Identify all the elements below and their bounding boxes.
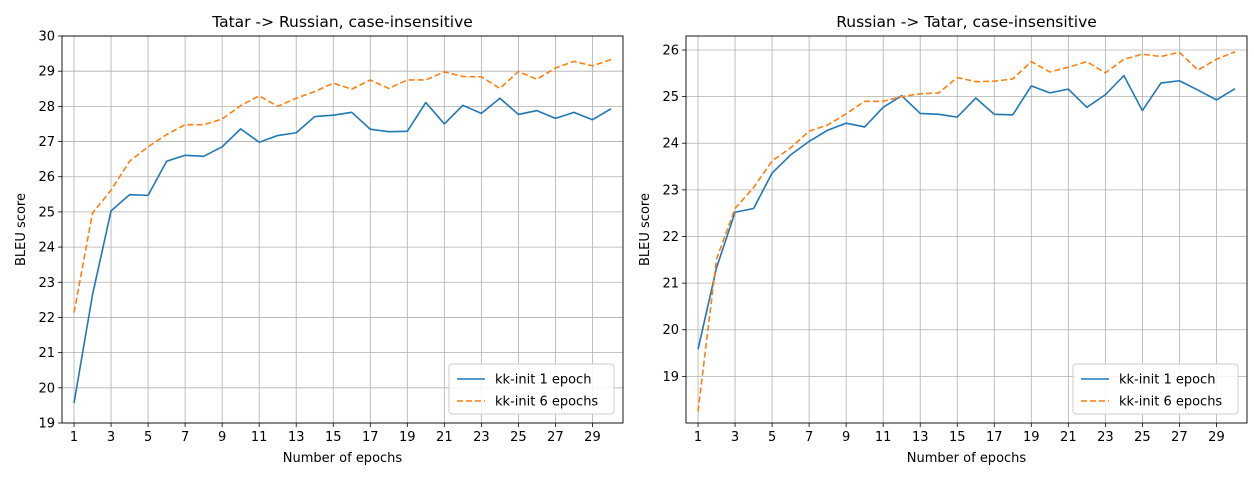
series-line-1 [73, 97, 612, 404]
plot-frame [61, 35, 624, 424]
x-tick-label: 21 [1060, 430, 1077, 445]
chart-panel: 1 3 5 7 9 11 13 15 17 19 21 23 25 27 29192021222324252… [638, 13, 1248, 466]
chart-title: Russian -> Tatar, case-insensitive [836, 13, 1097, 31]
series-line-2 [697, 51, 1236, 412]
x-tick-label: 7 [181, 430, 189, 445]
x-tick-label: 9 [218, 430, 226, 445]
y-axis-label: BLEU score [638, 193, 653, 266]
legend-box [448, 363, 615, 415]
legend-label-1: kk-init 1 epoch [1119, 373, 1215, 388]
x-tick-label: 9 [842, 430, 850, 445]
y-tick-label: 21 [662, 277, 679, 292]
x-axis-label: Number of epochs [283, 451, 403, 466]
y-tick-label: 19 [662, 370, 679, 385]
y-tick-label: 26 [38, 170, 55, 185]
y-tick-label: 22 [38, 311, 55, 326]
x-tick-label: 1 [70, 430, 78, 445]
y-axis-label: BLEU score [14, 193, 29, 266]
y-tick-label: 24 [662, 137, 679, 152]
y-tick-label: 26 [662, 43, 679, 58]
y-tick-label: 19 [38, 417, 55, 432]
plot-frame [685, 35, 1248, 424]
x-tick-label: 13 [288, 430, 305, 445]
y-tick-label: 23 [662, 183, 679, 198]
legend: kk-init 1 epoch kk-init 6 epochs [1072, 363, 1239, 415]
x-tick-label: 1 [694, 430, 702, 445]
x-tick-label: 23 [473, 430, 490, 445]
x-tick-label: 21 [436, 430, 453, 445]
x-tick-label: 19 [399, 430, 416, 445]
y-tick-label: 20 [38, 381, 55, 396]
legend-label-2: kk-init 6 epochs [495, 395, 598, 410]
x-tick-label: 13 [912, 430, 929, 445]
x-tick-label: 11 [251, 430, 268, 445]
y-tick-label: 20 [662, 323, 679, 338]
x-tick-label: 3 [731, 430, 739, 445]
y-tick-label: 21 [38, 346, 55, 361]
x-tick-label: 15 [949, 430, 966, 445]
series-line-1 [697, 74, 1236, 350]
y-tick-label: 28 [38, 100, 55, 115]
x-tick-label: 3 [107, 430, 115, 445]
y-tick-label: 24 [38, 241, 55, 256]
legend-label-2: kk-init 6 epochs [1119, 395, 1222, 410]
chart-title: Tatar -> Russian, case-insensitive [211, 13, 473, 31]
x-tick-label: 27 [547, 430, 564, 445]
x-tick-label: 5 [768, 430, 776, 445]
y-tick-label: 22 [662, 230, 679, 245]
x-tick-label: 11 [875, 430, 892, 445]
chart-panel: 1 3 5 7 9 11 13 15 17 19 21 23 25 27 29192021222324252… [14, 13, 624, 466]
y-tick-label: 30 [38, 30, 55, 45]
x-tick-label: 27 [1171, 430, 1188, 445]
x-tick-label: 29 [1208, 430, 1225, 445]
legend-label-1: kk-init 1 epoch [495, 373, 591, 388]
y-tick-label: 25 [38, 205, 55, 220]
y-tick-label: 25 [662, 90, 679, 105]
y-tick-label: 27 [38, 135, 55, 150]
x-tick-label: 19 [1023, 430, 1040, 445]
x-tick-label: 17 [362, 430, 379, 445]
x-tick-label: 29 [584, 430, 601, 445]
x-tick-label: 17 [986, 430, 1003, 445]
x-axis-label: Number of epochs [907, 451, 1027, 466]
x-tick-label: 25 [510, 430, 527, 445]
x-tick-label: 23 [1097, 430, 1114, 445]
series-line-2 [73, 58, 612, 313]
x-tick-label: 5 [144, 430, 152, 445]
y-tick-label: 29 [38, 65, 55, 80]
legend: kk-init 1 epoch kk-init 6 epochs [448, 363, 615, 415]
x-tick-label: 15 [325, 430, 342, 445]
y-tick-label: 23 [38, 276, 55, 291]
x-tick-label: 25 [1134, 430, 1151, 445]
x-tick-label: 7 [805, 430, 813, 445]
legend-box [1072, 363, 1239, 415]
